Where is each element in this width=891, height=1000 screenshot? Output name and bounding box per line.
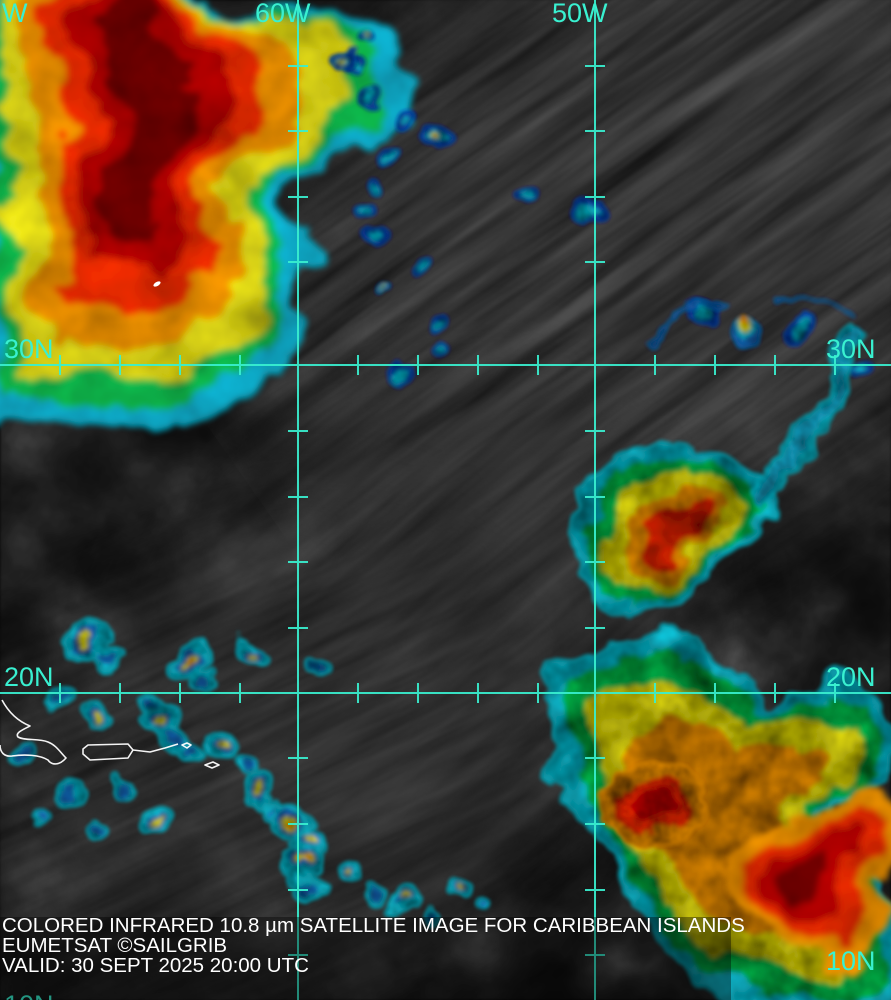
svg-text:10N: 10N xyxy=(826,946,876,976)
svg-text:20N: 20N xyxy=(826,662,876,692)
svg-text:VALID: 30 SEPT 2025 20:00 UTC: VALID: 30 SEPT 2025 20:00 UTC xyxy=(2,954,309,977)
svg-text:W: W xyxy=(2,0,28,28)
svg-text:50W: 50W xyxy=(552,0,608,28)
svg-text:60W: 60W xyxy=(255,0,311,28)
svg-text:20N: 20N xyxy=(4,662,54,692)
svg-text:30N: 30N xyxy=(826,334,876,364)
svg-text:30N: 30N xyxy=(4,334,54,364)
